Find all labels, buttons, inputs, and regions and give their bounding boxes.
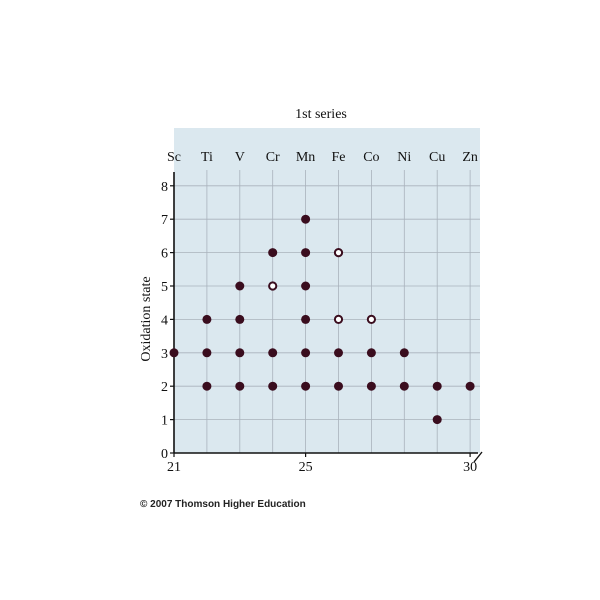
element-label-fe: Fe bbox=[332, 150, 346, 165]
data-point-open bbox=[268, 281, 278, 291]
y-tick-label: 5 bbox=[161, 280, 168, 295]
y-tick-label: 2 bbox=[161, 380, 168, 395]
y-tick-labels: 0 1 2 3 4 5 6 7 8 bbox=[161, 180, 168, 462]
data-point bbox=[334, 381, 343, 391]
element-label-cu: Cu bbox=[429, 150, 445, 165]
data-point bbox=[268, 348, 278, 358]
data-point bbox=[301, 348, 311, 358]
data-point bbox=[334, 348, 343, 358]
data-point bbox=[202, 348, 212, 358]
element-label-cr: Cr bbox=[266, 150, 280, 165]
y-axis-label: Oxidation state bbox=[139, 276, 154, 361]
data-point bbox=[432, 381, 442, 391]
data-point bbox=[202, 314, 212, 324]
data-point bbox=[268, 381, 278, 391]
data-point-open bbox=[366, 314, 376, 324]
x-tick-label: 21 bbox=[167, 460, 181, 475]
data-point bbox=[301, 248, 311, 258]
y-tick-label: 7 bbox=[161, 213, 168, 228]
y-tick-label: 0 bbox=[161, 447, 168, 462]
data-point bbox=[399, 381, 409, 391]
axes bbox=[170, 172, 483, 463]
y-tick-label: 4 bbox=[161, 313, 168, 328]
y-tick-label: 1 bbox=[161, 414, 168, 429]
chart-title: 1st series bbox=[295, 107, 347, 122]
x-tick-labels: 21 25 30 bbox=[167, 460, 477, 475]
data-point bbox=[235, 314, 245, 324]
copyright-notice: © 2007 Thomson Higher Education bbox=[140, 499, 306, 510]
data-points bbox=[169, 214, 475, 425]
data-point-open bbox=[333, 248, 344, 258]
data-point bbox=[235, 281, 245, 291]
y-tick-label: 6 bbox=[161, 247, 168, 262]
element-label-ti: Ti bbox=[201, 150, 213, 165]
grid bbox=[174, 170, 480, 453]
x-axis-break bbox=[473, 451, 483, 463]
data-point bbox=[366, 348, 376, 358]
data-point bbox=[432, 415, 442, 425]
data-point bbox=[268, 248, 278, 258]
element-label-zn: Zn bbox=[462, 150, 478, 165]
data-point bbox=[399, 348, 409, 358]
data-point bbox=[235, 348, 245, 358]
y-tick-label: 8 bbox=[161, 180, 168, 195]
data-point bbox=[169, 348, 179, 358]
element-label-ni: Ni bbox=[397, 150, 411, 165]
data-point bbox=[301, 281, 311, 291]
data-point bbox=[301, 214, 311, 224]
element-label-co: Co bbox=[363, 150, 379, 165]
element-label-mn: Mn bbox=[296, 150, 315, 165]
data-point bbox=[366, 381, 376, 391]
data-point bbox=[301, 314, 311, 324]
data-point bbox=[301, 381, 311, 391]
data-point bbox=[202, 381, 212, 391]
y-tick-label: 3 bbox=[161, 347, 168, 362]
data-point bbox=[235, 381, 245, 391]
data-point bbox=[465, 381, 475, 391]
plot-background bbox=[174, 128, 480, 453]
x-tick-label: 25 bbox=[299, 460, 313, 475]
element-label-v: V bbox=[235, 150, 245, 165]
data-point-open bbox=[333, 314, 344, 324]
x-tick-label: 30 bbox=[463, 460, 477, 475]
element-label-sc: Sc bbox=[167, 150, 181, 165]
element-labels: Sc Ti V Cr Mn Fe Co Ni Cu Zn bbox=[167, 150, 478, 165]
